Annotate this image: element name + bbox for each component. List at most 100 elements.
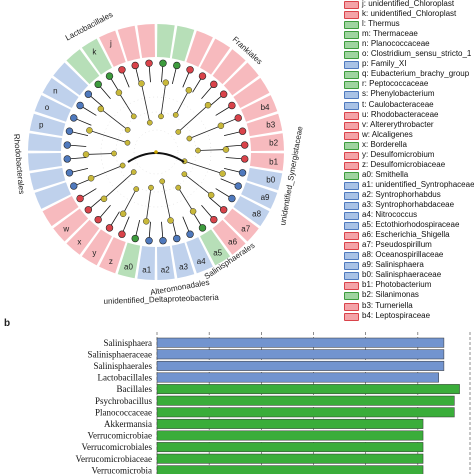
clade-sector	[233, 196, 270, 227]
clade-branch	[89, 129, 128, 144]
clade-sector	[28, 133, 63, 152]
clade-sector	[34, 182, 71, 209]
legend-item: q: Eubacterium_brachy_group	[344, 69, 474, 80]
clade-node	[159, 178, 166, 185]
clade-node	[195, 147, 201, 154]
clade-node	[207, 191, 215, 199]
bar-category-label: Verrucomicrobiae	[88, 431, 152, 441]
clade-leaf-node	[198, 72, 207, 80]
clade-letter: a8	[252, 210, 261, 219]
clade-node	[97, 105, 105, 113]
clade-leaf-node	[238, 127, 247, 135]
legend-label: b1: Photobacterium	[362, 280, 432, 290]
clade-leaf-node	[94, 80, 102, 89]
bar-category-label: Lactobacillales	[98, 373, 153, 383]
legend-label: u: Rhodobacteraceae	[362, 109, 439, 119]
bar-category-label: Salinisphaeraceae	[88, 349, 152, 359]
clade-leaf-node	[234, 114, 242, 122]
clade-sector	[42, 196, 79, 227]
clade-sector	[81, 229, 112, 266]
clade-node	[119, 210, 127, 218]
bar	[156, 384, 460, 395]
clade-node	[100, 195, 108, 203]
legend-swatch	[344, 111, 359, 120]
legend-label: w: Alcaligenes	[362, 129, 413, 139]
clade-branch	[184, 173, 212, 196]
legend-label: a3: Syntrophorhabdaceae	[362, 200, 455, 209]
bar-category-label: Planococcaceae	[95, 407, 152, 417]
legend-label: a4: Nitrococcus	[362, 210, 418, 220]
clade-leaf-node	[131, 61, 139, 70]
clade-letter: j	[109, 39, 112, 48]
clade-sector	[233, 77, 270, 108]
clade-leaf-node	[228, 194, 236, 203]
bar-category-label: Psychrobacillus	[95, 396, 152, 406]
clade-leaf-node	[173, 61, 181, 70]
clade-branch	[86, 153, 115, 155]
clade-letter: a7	[241, 225, 250, 234]
clade-letter: z	[109, 257, 113, 266]
legend-item: a6: Escherichia_Shigella	[344, 230, 474, 241]
clade-leaf-node	[65, 169, 74, 177]
clade-node	[186, 135, 193, 142]
clade-node	[158, 113, 164, 120]
clade-leaf-node	[186, 66, 194, 74]
clade-leaf-node	[84, 206, 93, 214]
clade-branch	[145, 187, 152, 222]
legend-label: v: Altererythrobacter	[362, 119, 434, 129]
clade-leaf-node	[145, 237, 153, 245]
bar	[156, 442, 424, 453]
legend-swatch	[344, 41, 359, 50]
clade-leaf-node	[105, 224, 114, 232]
legend-item: v: Altererythrobacter	[344, 119, 474, 131]
clade-sector	[186, 30, 213, 67]
bar	[156, 453, 424, 464]
clade-sector	[81, 38, 112, 75]
clade-letter: x	[77, 238, 81, 247]
bar-category-label: Salinisphaera	[104, 338, 153, 348]
clade-letter: a9	[261, 193, 270, 202]
clade-node	[87, 174, 95, 182]
legend-label: s: Phenylobacterium	[362, 89, 435, 99]
legend-swatch	[344, 262, 359, 271]
clade-letter: w	[62, 225, 69, 234]
legend-label: a2: Syntrophorhabdus	[362, 189, 441, 199]
legend-label: a8: Oceanospirillaceae	[362, 250, 444, 260]
clade-branch	[177, 187, 194, 212]
legend-item: a4: Nitrococcus	[344, 210, 474, 221]
clade-leaf-node	[219, 90, 228, 98]
clade-branch	[160, 82, 167, 117]
clade-sector	[186, 237, 213, 274]
clade-leaf-node	[145, 59, 153, 67]
clade-node	[148, 184, 154, 191]
clade-node	[181, 171, 188, 178]
clade-letter: b0	[266, 176, 275, 185]
legend-swatch	[344, 202, 359, 210]
legend-item: a1: unidentified_Syntrophaceae	[344, 180, 474, 191]
legend-item: a3: Syntrophorhabdaceae	[344, 200, 474, 211]
bar	[156, 407, 455, 418]
legend-swatch	[344, 282, 359, 291]
clade-sector	[156, 245, 175, 280]
clade-node	[172, 112, 179, 118]
legend-swatch	[344, 21, 359, 30]
clade-sector	[137, 24, 156, 59]
clade-ring	[133, 129, 179, 175]
clade-sector	[66, 219, 100, 255]
bar	[156, 395, 455, 406]
clade-letter: k	[92, 47, 97, 56]
legend-swatch	[344, 272, 359, 281]
bar	[156, 465, 424, 474]
clade-branch	[178, 104, 209, 133]
clade-node	[111, 150, 117, 157]
clade-sector	[117, 242, 141, 279]
clade-sector-label: Rhodobacterales	[12, 133, 26, 194]
clade-sector	[156, 24, 175, 59]
legend-label: r: Peptococcaceae	[362, 79, 429, 89]
legend-label: t: Caulobacteraceae	[362, 99, 434, 109]
legend-swatch	[344, 242, 359, 251]
clade-letter: o	[45, 103, 50, 112]
